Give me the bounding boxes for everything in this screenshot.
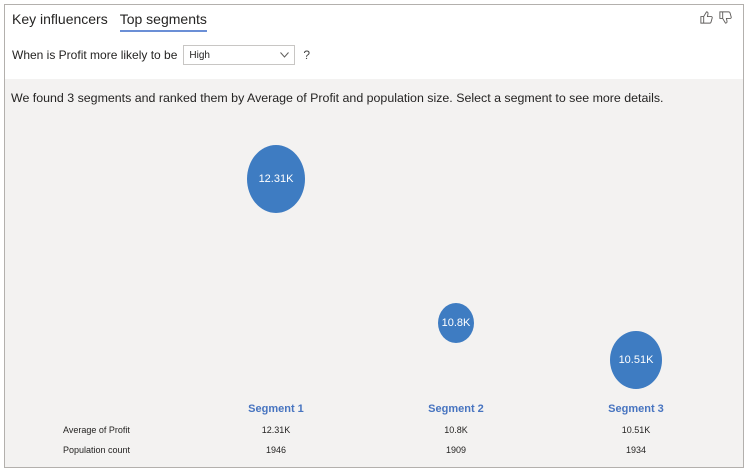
- segment-3-population-count: 1934: [625, 445, 647, 455]
- help-icon[interactable]: ?: [303, 48, 311, 62]
- segments-summary: We found 3 segments and ranked them by A…: [11, 91, 664, 105]
- thumbs-up-icon[interactable]: [699, 10, 714, 25]
- segment-2-population-count: 1909: [445, 445, 467, 455]
- profit-target-dropdown[interactable]: High: [183, 45, 296, 65]
- segment-1-label[interactable]: Segment 1: [248, 403, 304, 415]
- segments-panel: We found 3 segments and ranked them by A…: [5, 79, 743, 467]
- segment-3-average-of-profit: 10.51K: [621, 425, 651, 435]
- segment-2-label[interactable]: Segment 2: [428, 403, 484, 415]
- chevron-down-icon: [280, 52, 290, 58]
- segment-1-bubble-label: 12.31K: [258, 173, 294, 185]
- segment-1-population-count: 1946: [265, 445, 287, 455]
- question-label: When is Profit more likely to be: [12, 48, 178, 62]
- key-influencers-visual: Key influencers Top segments When is Pro…: [4, 4, 744, 468]
- segment-1-average-of-profit: 12.31K: [261, 425, 291, 435]
- segment-3-bubble-label: 10.51K: [618, 354, 654, 366]
- tab-top-segments[interactable]: Top segments: [119, 11, 207, 32]
- question-row: When is Profit more likely to be High ?: [12, 45, 310, 65]
- segment-3-label[interactable]: Segment 3: [608, 403, 664, 415]
- segment-2-average-of-profit: 10.8K: [444, 425, 468, 435]
- segment-1-bubble[interactable]: 12.31K: [247, 145, 305, 213]
- segment-2-bubble[interactable]: 10.8K: [438, 303, 474, 343]
- segment-2-bubble-label: 10.8K: [441, 317, 471, 329]
- row-label-average-of-profit: Average of Profit: [63, 425, 130, 435]
- feedback-buttons: [699, 10, 733, 25]
- thumbs-down-icon[interactable]: [718, 10, 733, 25]
- tab-bar: Key influencers Top segments: [12, 11, 207, 32]
- row-label-population-count: Population count: [63, 445, 131, 455]
- tab-key-influencers[interactable]: Key influencers: [12, 11, 108, 27]
- segment-3-bubble[interactable]: 10.51K: [610, 331, 662, 389]
- dropdown-selected-value: High: [189, 49, 210, 61]
